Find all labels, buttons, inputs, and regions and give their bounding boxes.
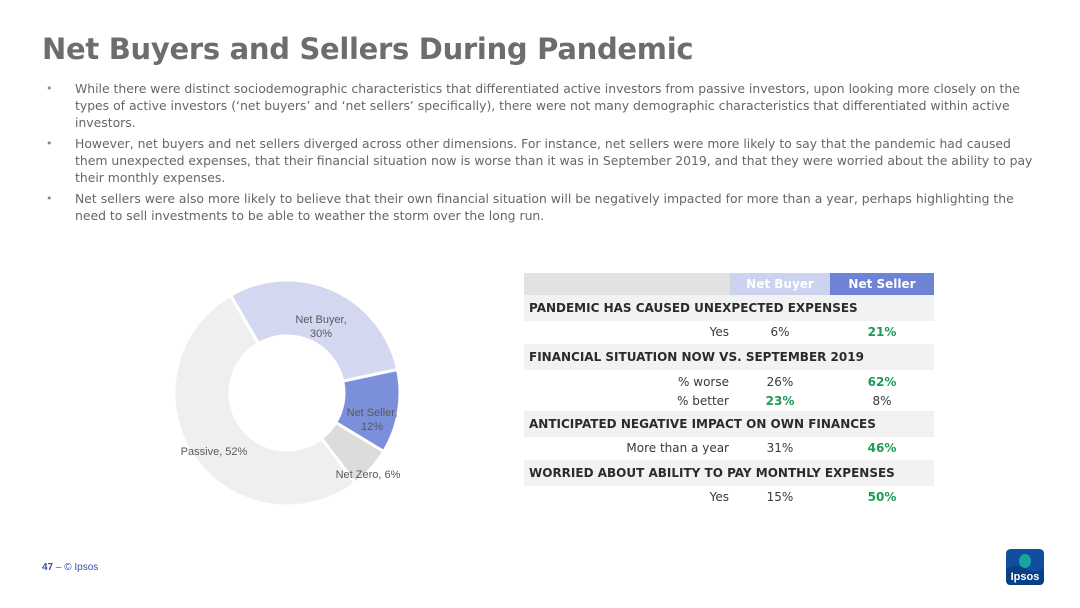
table-row: % worse 26% 62%: [524, 373, 934, 392]
column-header-net-seller: Net Seller: [830, 273, 934, 295]
net-buyer-value: 15%: [766, 490, 794, 504]
bullet-text: While there were distinct sociodemograph…: [75, 81, 1020, 130]
section-title: ANTICIPATED NEGATIVE IMPACT ON OWN FINAN…: [524, 411, 934, 437]
copyright-text: © Ipsos: [64, 562, 99, 573]
row-label: More than a year: [626, 441, 729, 455]
net-buyer-value: 6%: [770, 325, 790, 339]
row-label: Yes: [709, 490, 729, 504]
section-title: PANDEMIC HAS CAUSED UNEXPECTED EXPENSES: [524, 295, 934, 321]
donut-slice-passive: [172, 293, 358, 508]
net-seller-value: 62%: [867, 375, 897, 389]
bullet-list: • While there were distinct sociodemograp…: [44, 80, 1039, 228]
donut-label: Passive, 52%: [181, 446, 248, 458]
table-header: Net Buyer Net Seller: [524, 273, 934, 295]
bullet-item: • Net sellers were also more likely to be…: [44, 190, 1039, 224]
comparison-table: Net Buyer Net Seller PANDEMIC HAS CAUSED…: [524, 273, 934, 507]
bullet-item: • However, net buyers and net sellers div…: [44, 135, 1039, 186]
ipsos-logo-icon: Ipsos: [1006, 549, 1044, 585]
net-seller-value: 21%: [867, 325, 897, 339]
page-title: Net Buyers and Sellers During Pandemic: [42, 32, 694, 66]
table-row: % better 23% 8%: [524, 392, 934, 411]
section-title: WORRIED ABOUT ABILITY TO PAY MONTHLY EXP…: [524, 460, 934, 486]
row-label: Yes: [709, 325, 729, 339]
donut-label-value: 30%: [310, 328, 332, 340]
net-buyer-value: 23%: [765, 394, 795, 408]
bullet-icon: •: [46, 82, 53, 95]
net-seller-value: 50%: [867, 490, 897, 504]
bullet-icon: •: [46, 137, 53, 150]
donut-label: Net Zero, 6%: [336, 469, 401, 481]
investor-donut-chart: Net Buyer, 30% Net Seller, 12% Net Zero, 6% P…: [172, 278, 402, 508]
bullet-text: Net sellers were also more likely to bel…: [75, 191, 1014, 223]
donut-label-value: 12%: [361, 421, 383, 433]
footer-separator: –: [55, 562, 62, 573]
page-number: 47: [42, 562, 54, 573]
net-seller-value: 8%: [872, 394, 892, 408]
logo-text: Ipsos: [1011, 571, 1040, 583]
footer: 47 – © Ipsos: [42, 562, 98, 573]
table-row: Yes 15% 50%: [524, 488, 934, 507]
row-label: % better: [677, 394, 729, 408]
table-row: More than a year 31% 46%: [524, 439, 934, 458]
net-buyer-value: 26%: [766, 375, 794, 389]
row-label: % worse: [678, 375, 729, 389]
bullet-text: However, net buyers and net sellers dive…: [75, 136, 1033, 185]
section-title: FINANCIAL SITUATION NOW VS. SEPTEMBER 20…: [524, 344, 934, 370]
bullet-icon: •: [46, 192, 53, 205]
donut-slice-net-buyer: [228, 278, 400, 383]
table-row: Yes 6% 21%: [524, 323, 934, 342]
bullet-item: • While there were distinct sociodemograp…: [44, 80, 1039, 131]
net-seller-value: 46%: [867, 441, 897, 455]
donut-label: Net Seller,: [347, 407, 398, 419]
net-buyer-value: 31%: [766, 441, 794, 455]
column-header-net-buyer: Net Buyer: [730, 273, 830, 295]
donut-label: Net Buyer,: [295, 314, 346, 326]
